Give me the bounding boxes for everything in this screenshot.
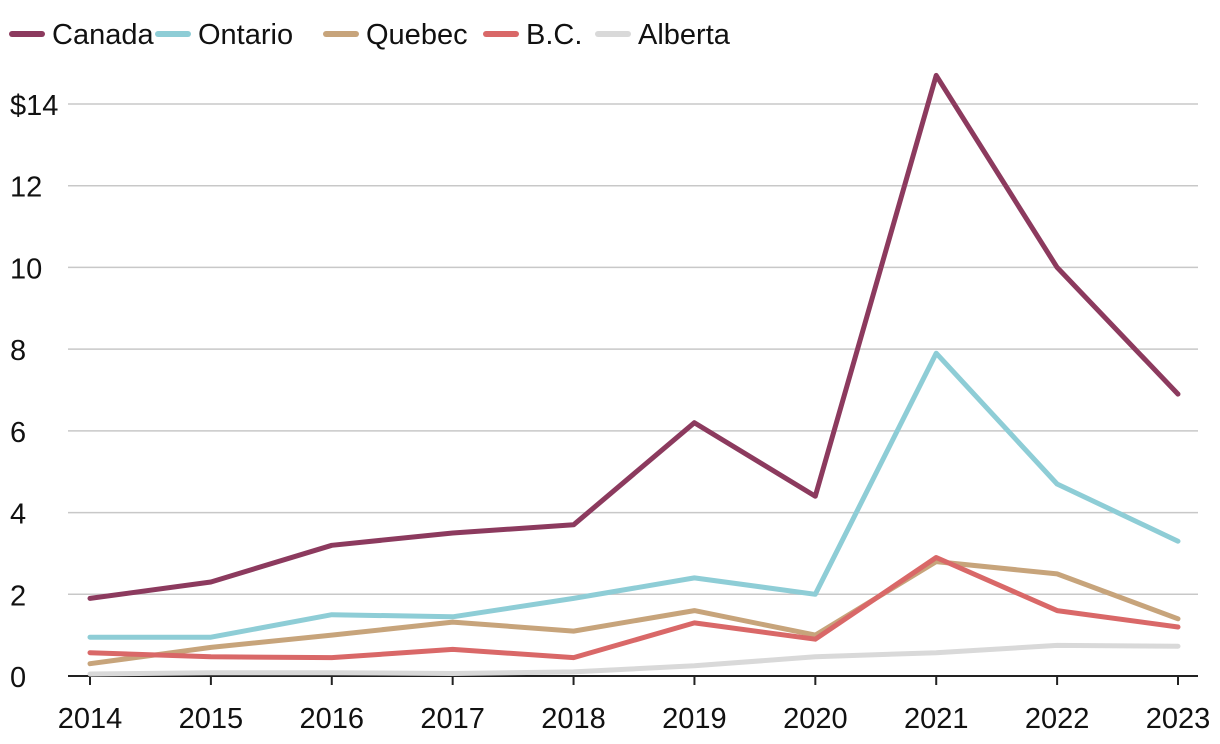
gridlines: 0 2 4 6 8 10 12 $14 (10, 90, 1198, 694)
x-tick-label: 2023 (1146, 703, 1211, 735)
x-tick-label: 2017 (420, 703, 485, 735)
legend-label-b-c: B.C. (526, 19, 582, 51)
x-tick-label: 2021 (904, 703, 969, 735)
y-tick-label: 2 (10, 580, 26, 612)
legend-label-quebec: Quebec (366, 19, 468, 51)
legend-label-canada: Canada (52, 19, 154, 51)
line-chart: 0 2 4 6 8 10 12 $14 2014 2015 2016 2017 2018 2019 202… (0, 0, 1220, 744)
x-axis: 2014 2015 2016 2017 2018 2019 2020 2021 2022 2023 (58, 676, 1211, 735)
series-line-alberta (90, 645, 1178, 674)
y-tick-label: 0 (10, 662, 26, 694)
legend-label-alberta: Alberta (638, 19, 731, 51)
y-tick-label: 8 (10, 335, 26, 367)
x-tick-label: 2020 (783, 703, 848, 735)
y-tick-label: 6 (10, 417, 26, 449)
legend: Canada Ontario Quebec B.C. Alberta (12, 19, 731, 51)
x-tick-label: 2022 (1025, 703, 1090, 735)
legend-label-ontario: Ontario (198, 19, 293, 51)
y-tick-label: 10 (10, 253, 42, 285)
x-tick-label: 2015 (179, 703, 244, 735)
x-tick-label: 2018 (541, 703, 606, 735)
x-tick-label: 2019 (662, 703, 727, 735)
x-tick-label: 2014 (58, 703, 123, 735)
y-tick-label: 12 (10, 172, 42, 204)
x-tick-label: 2016 (300, 703, 365, 735)
y-tick-label: $14 (10, 90, 58, 122)
y-tick-label: 4 (10, 499, 26, 531)
series-line-canada (90, 75, 1178, 598)
series-lines (90, 75, 1178, 674)
